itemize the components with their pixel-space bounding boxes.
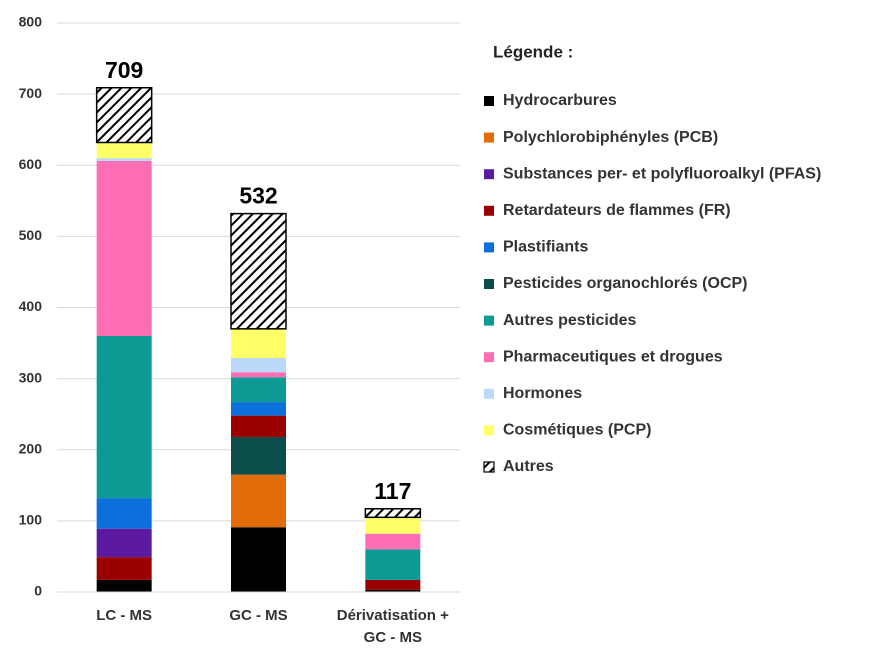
bar-segment <box>231 527 286 592</box>
bar-segment <box>365 579 421 590</box>
legend-swatch <box>483 461 495 473</box>
legend-label: Cosmétiques (PCP) <box>503 422 651 439</box>
total-label: 709 <box>105 57 143 83</box>
legend-label: Autres pesticides <box>503 312 636 329</box>
legend-swatch <box>484 205 494 216</box>
legend-label: Hormones <box>503 385 582 402</box>
legend-swatch <box>484 169 494 180</box>
y-tick-label: 300 <box>19 369 43 385</box>
total-label: 532 <box>239 183 277 209</box>
bar-segment <box>231 328 286 358</box>
legend-title: Légende : <box>493 42 573 61</box>
y-tick-label: 500 <box>19 227 43 243</box>
bar-segment <box>231 372 286 378</box>
x-tick-label: Dérivatisation + GC - MS <box>336 607 449 646</box>
bar-segment <box>96 579 152 592</box>
bar-segment <box>231 474 286 528</box>
bar-segment <box>231 415 286 437</box>
bar-segment <box>365 533 421 550</box>
legend-swatch <box>484 425 494 436</box>
legend-swatch <box>484 279 494 289</box>
legend-swatch <box>484 315 494 326</box>
legend-label: Autres <box>503 458 554 475</box>
legend-label: Pharmaceutiques et drogues <box>503 348 723 365</box>
bar-segment <box>365 549 421 580</box>
y-tick-label: 200 <box>19 440 43 456</box>
x-tick-label: GC - MS <box>229 607 288 624</box>
y-tick-label: 800 <box>19 14 43 30</box>
bar-segment <box>231 402 286 416</box>
legend-label: Pesticides organochlorés (OCP) <box>503 275 748 292</box>
bar-segment <box>96 557 152 580</box>
bar-segment <box>95 86 153 144</box>
bar-segment <box>96 160 152 336</box>
x-tick-label: LC - MS <box>96 607 153 624</box>
legend-swatch <box>484 96 494 106</box>
y-tick-label: 100 <box>19 512 43 528</box>
bar-segment <box>231 357 286 373</box>
bar-segment <box>364 508 422 519</box>
legend-swatch <box>484 388 494 399</box>
bar-segment <box>96 528 152 558</box>
legend-label: Substances per- et polyfluoroalkyl (PFAS… <box>503 165 821 182</box>
bar-segment <box>96 335 152 499</box>
y-tick-label: 0 <box>34 583 42 599</box>
legend-label: Hydrocarbures <box>503 92 617 109</box>
bar-segment <box>365 517 421 534</box>
y-tick-label: 600 <box>19 156 43 172</box>
bar-segment <box>231 436 286 475</box>
bar-segment <box>231 377 286 403</box>
legend-swatch <box>484 242 494 253</box>
y-tick-label: 400 <box>19 298 43 314</box>
legend-swatch <box>484 132 494 143</box>
legend-label: Retardateurs de flammes (FR) <box>503 202 731 219</box>
bar-segment <box>96 142 152 159</box>
legend-label: Polychlorobiphényles (PCB) <box>503 129 718 146</box>
legend-label: Plastifiants <box>503 239 588 256</box>
legend-swatch <box>484 352 494 363</box>
y-tick-label: 700 <box>19 85 43 101</box>
bar-segment <box>365 589 421 592</box>
bar-segment <box>230 212 287 330</box>
bar-segment <box>96 498 152 529</box>
bar-segment <box>96 158 152 161</box>
total-label: 117 <box>374 478 411 504</box>
